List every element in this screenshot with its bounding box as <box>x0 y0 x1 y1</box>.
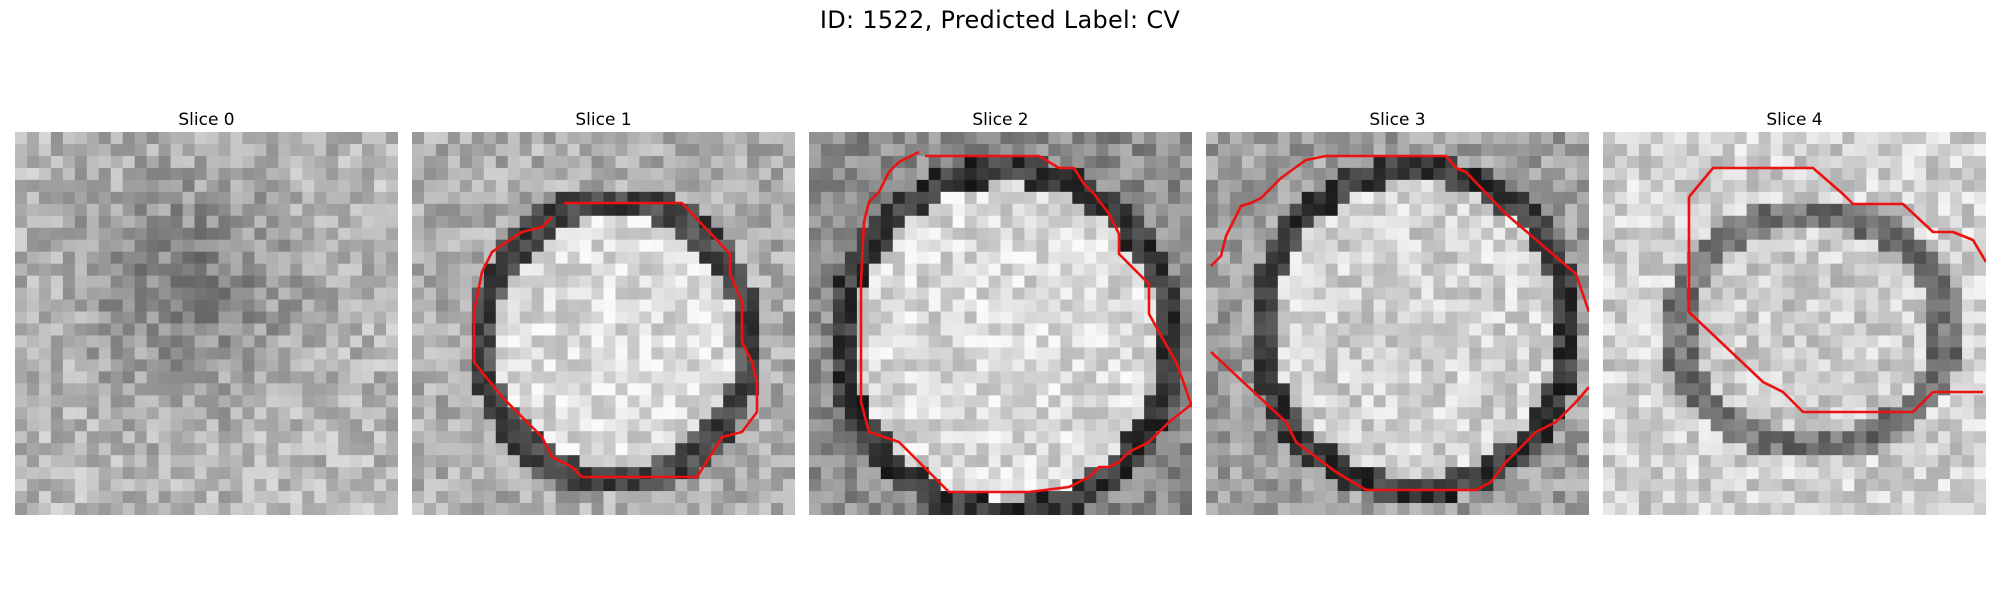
slice-2-title: Slice 2 <box>972 110 1029 130</box>
slice-4-contour-bottom <box>1687 197 1983 414</box>
slice-3-contour-upper <box>1210 154 1589 313</box>
slice-3-contour-lower <box>1210 351 1589 492</box>
slice-3-image <box>1206 132 1589 515</box>
slice-0-image <box>15 132 398 515</box>
figure-title: ID: 1522, Predicted Label: CV <box>819 6 1181 34</box>
slice-0-title: Slice 0 <box>178 110 235 130</box>
slice-panel-0: Slice 0 <box>15 108 398 515</box>
slice-2-image <box>809 132 1192 515</box>
slice-panel-3: Slice 3 <box>1206 108 1589 515</box>
slice-panel-4: Slice 4 <box>1603 108 1986 515</box>
slice-panel-2: Slice 2 <box>809 108 1192 515</box>
slice-2-contour <box>925 154 1192 408</box>
slice-1-title: Slice 1 <box>575 110 632 130</box>
slice-4-title: Slice 4 <box>1766 110 1823 130</box>
slice-panel-1: Slice 1 <box>412 108 795 515</box>
slice-1-contour <box>472 201 759 479</box>
slice-1-image <box>412 132 795 515</box>
slice-3-title: Slice 3 <box>1369 110 1426 130</box>
slice-2-contour-lower <box>859 150 1192 494</box>
slice-4-image <box>1603 132 1986 515</box>
slice-4-contour <box>1687 166 1986 263</box>
